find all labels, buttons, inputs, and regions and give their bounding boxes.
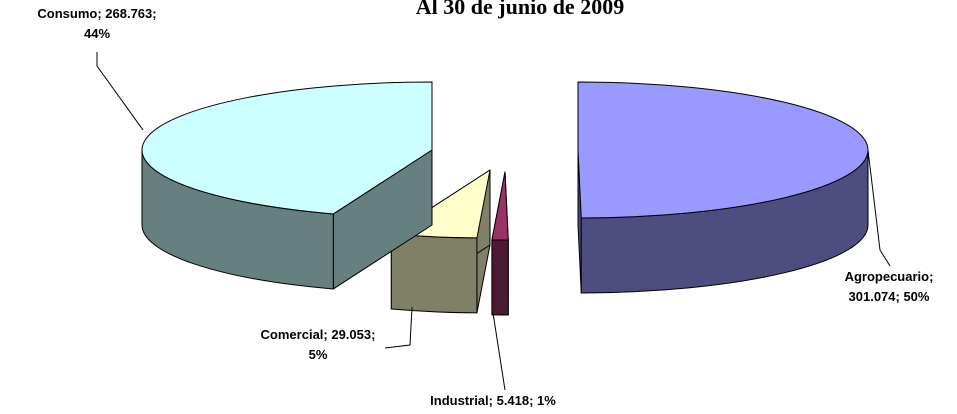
data-label: Industrial; 5.418; 1% bbox=[430, 393, 556, 408]
data-label: Agropecuario; bbox=[845, 269, 934, 284]
slice-wall bbox=[390, 233, 478, 314]
leader-line bbox=[384, 306, 413, 349]
data-label: 5% bbox=[309, 347, 328, 362]
slice-wall bbox=[491, 239, 509, 316]
leader-line bbox=[867, 149, 891, 267]
slice bbox=[491, 171, 509, 241]
slice bbox=[141, 81, 433, 215]
chart-title: Al 30 de junio de 2009 bbox=[416, 0, 624, 19]
leader-line bbox=[96, 52, 144, 131]
data-label: Consumo; 268.763; bbox=[37, 6, 156, 21]
data-label: 301.074; 50% bbox=[849, 289, 930, 304]
data-label: Comercial; 29.053; bbox=[261, 327, 376, 342]
leader-line bbox=[492, 312, 506, 391]
data-label: 44% bbox=[84, 26, 110, 41]
slice bbox=[577, 81, 869, 219]
